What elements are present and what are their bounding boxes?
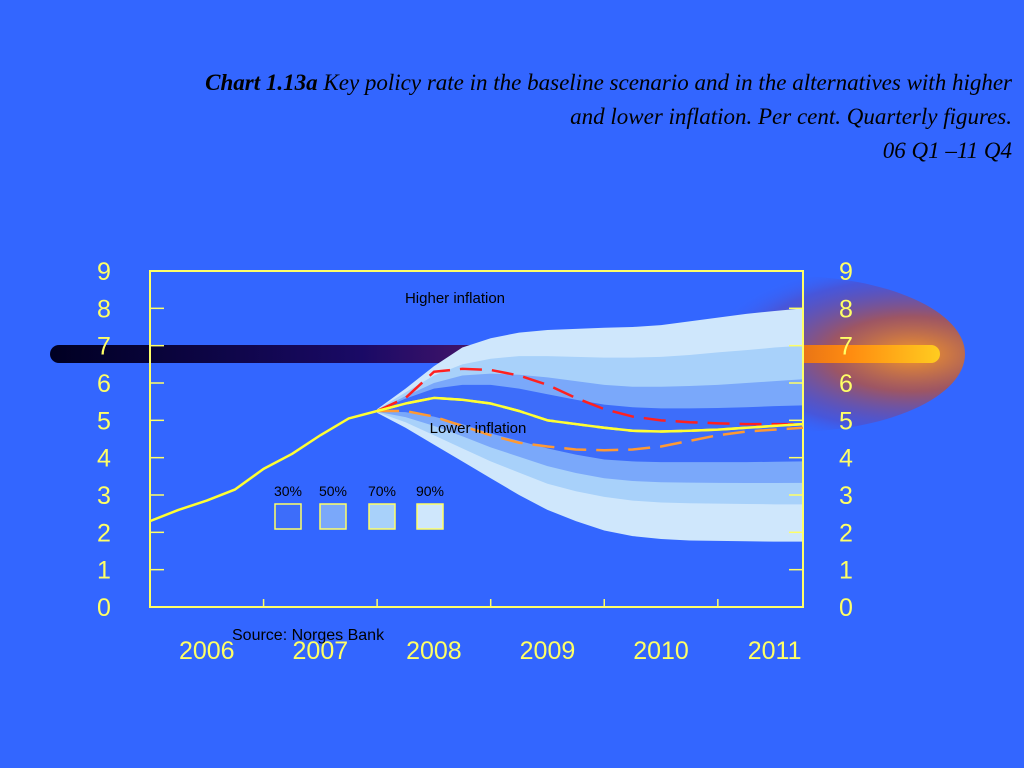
y-tick-label-left: 9 [97, 258, 111, 286]
y-tick-label-right: 5 [839, 407, 853, 435]
source-note: Source: Norges Bank [232, 627, 385, 644]
legend-swatch-50 [319, 503, 347, 530]
higher-inflation-label: Higher inflation [405, 290, 505, 307]
x-tick-label: 2009 [520, 637, 576, 665]
legend-swatch-90 [416, 503, 444, 530]
legend-swatch-70 [368, 503, 396, 530]
legend: 30% 50% 70% 90% [274, 483, 444, 530]
x-tick-label: 2010 [633, 637, 689, 665]
y-tick-label-right: 4 [839, 445, 853, 473]
axes: 0 0 1 1 2 2 3 3 4 4 5 5 6 6 7 7 8 8 9 9 2006 2007 2008 2009 2010… [97, 258, 853, 665]
fan-band-30 [377, 384, 803, 463]
chart-number: Chart 1.13a [205, 70, 318, 95]
title-line-3: 06 Q1 –11 Q4 [882, 138, 1012, 163]
x-tick-label: 2008 [406, 637, 462, 665]
title-line-2: and lower inflation. Per cent. Quarterly… [570, 104, 1012, 129]
y-tick-label-left: 2 [97, 519, 111, 547]
x-tick-label: 2011 [748, 637, 802, 665]
legend-swatch-30 [274, 503, 302, 530]
y-tick-label-right: 1 [839, 557, 853, 585]
y-tick-label-left: 1 [97, 557, 111, 585]
y-tick-label-right: 7 [839, 333, 853, 361]
y-tick-label-right: 3 [839, 482, 853, 510]
y-tick-label-right: 9 [839, 258, 853, 286]
x-tick-label: 2007 [293, 637, 349, 665]
x-tick-label: 2006 [179, 637, 235, 665]
series-lines [149, 367, 804, 523]
y-tick-label-right: 6 [839, 370, 853, 398]
y-tick-label-left: 6 [97, 370, 111, 398]
higher-inflation-line [376, 367, 803, 426]
lower-inflation-label: Lower inflation [430, 420, 527, 437]
legend-label-90: 90% [416, 483, 444, 499]
y-tick-label-right: 2 [839, 519, 853, 547]
chart-title: Chart 1.13a Key policy rate in the basel… [12, 66, 1012, 168]
y-tick-label-left: 8 [97, 295, 111, 323]
y-tick-label-left: 4 [97, 445, 111, 473]
y-tick-label-right: 8 [839, 295, 853, 323]
y-tick-label-left: 0 [97, 594, 111, 622]
title-line-1: Key policy rate in the baseline scenario… [323, 70, 1012, 95]
plot-frame [149, 270, 804, 608]
legend-label-70: 70% [368, 483, 396, 499]
y-tick-label-left: 7 [97, 333, 111, 361]
y-tick-label-left: 5 [97, 407, 111, 435]
y-tick-label-left: 3 [97, 482, 111, 510]
lower-inflation-line [377, 409, 804, 452]
y-tick-label-right: 0 [839, 594, 853, 622]
baseline-projection-line [376, 396, 804, 433]
legend-label-50: 50% [319, 483, 347, 499]
legend-label-30: 30% [274, 483, 302, 499]
